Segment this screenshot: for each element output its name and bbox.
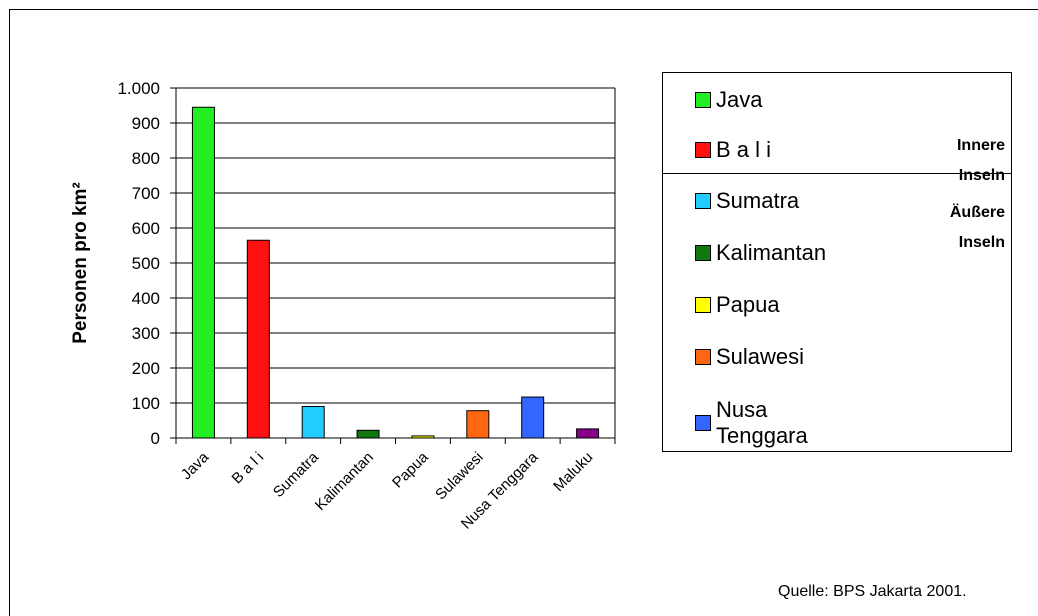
- legend-group-outer-line2: Inseln: [958, 234, 1005, 251]
- source-note: Quelle: BPS Jakarta 2001.: [778, 583, 967, 600]
- chart-frame: [9, 9, 1038, 616]
- gridlines: [176, 87, 615, 404]
- legend-item: Sulawesi: [695, 344, 804, 370]
- bar-bali: [246, 239, 270, 439]
- legend-label: Sumatra: [716, 188, 800, 213]
- y-tick-label: 400: [132, 289, 160, 308]
- legend-item: Java: [695, 87, 762, 113]
- y-tick-labels: 0 100 200 300 400 500 600 700 800 900 1.000: [117, 79, 160, 448]
- x-tick-label: B a l i: [229, 449, 268, 488]
- legend-group-inner-line2: Inseln: [958, 167, 1005, 184]
- y-axis-label: Personen pro km²: [70, 182, 91, 344]
- legend: Innere Inseln Äußere Inseln Java B a l i S…: [662, 72, 1012, 452]
- bar-nusatenggara: [521, 396, 545, 439]
- x-tick-label: Java: [178, 448, 213, 483]
- legend-label: Papua: [716, 292, 780, 317]
- legend-label: Nusa Tenggara: [716, 397, 808, 448]
- legend-swatch: [695, 245, 711, 261]
- legend-label: Sulawesi: [716, 344, 805, 369]
- y-tick-label: 100: [132, 394, 160, 413]
- legend-group-inner-label: Innere Inseln: [957, 131, 1005, 191]
- legend-label: Kalimantan: [716, 240, 827, 265]
- y-tick-label: 500: [132, 254, 160, 273]
- legend-item: Nusa Tenggara: [695, 397, 836, 449]
- legend-label: B a l i: [716, 137, 772, 162]
- legend-item: B a l i: [695, 137, 771, 163]
- y-tick-label: 0: [151, 429, 160, 448]
- x-tick-label: Sumatra: [270, 448, 323, 501]
- legend-item: Kalimantan: [695, 240, 826, 266]
- bar-sumatra: [301, 406, 325, 439]
- legend-group-outer-label: Äußere Inseln: [950, 198, 1005, 258]
- bar-kalimantan: [356, 429, 380, 439]
- y-tick-label: 600: [132, 219, 160, 238]
- y-tick-label: 800: [132, 149, 160, 168]
- x-tick-label: Maluku: [550, 449, 596, 495]
- x-tick-label: Papua: [389, 448, 432, 491]
- bars: [191, 106, 600, 439]
- legend-label: Java: [716, 87, 763, 112]
- bar-sulawesi: [466, 410, 490, 439]
- legend-swatch: [695, 142, 711, 158]
- legend-swatch: [695, 92, 711, 108]
- y-tick-label: 1.000: [117, 79, 160, 98]
- legend-divider: [663, 173, 1011, 174]
- y-tick-label: 700: [132, 184, 160, 203]
- y-tick-label: 200: [132, 359, 160, 378]
- legend-swatch: [695, 297, 711, 313]
- y-tick-label: 300: [132, 324, 160, 343]
- x-tick-label: Sulawesi: [432, 449, 486, 503]
- legend-group-outer-line1: Äußere: [949, 204, 1005, 221]
- legend-item: Sumatra: [695, 188, 799, 214]
- bar-java: [191, 106, 215, 439]
- legend-swatch: [695, 193, 711, 209]
- legend-group-inner-line1: Innere: [956, 137, 1005, 154]
- bar-maluku: [576, 428, 600, 439]
- legend-item: Papua: [695, 292, 780, 318]
- axes: [170, 87, 616, 444]
- y-tick-label: 900: [132, 114, 160, 133]
- legend-swatch: [695, 415, 711, 431]
- legend-swatch: [695, 349, 711, 365]
- x-tick-label: Kalimantan: [312, 449, 377, 514]
